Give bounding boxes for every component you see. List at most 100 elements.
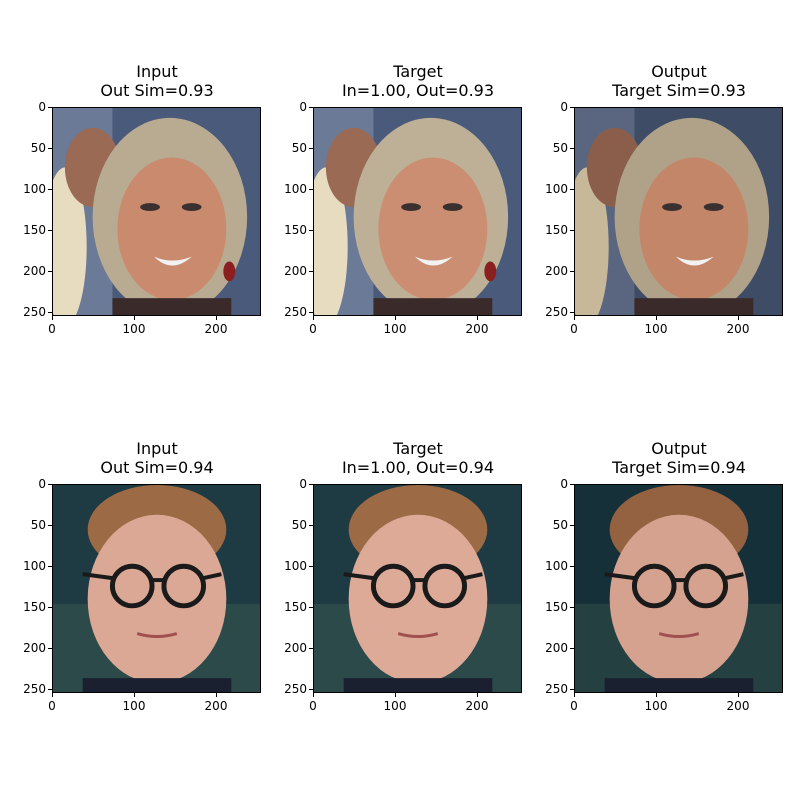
y-tick-mark [48,271,52,272]
y-tick-mark [570,607,574,608]
y-tick-mark [309,566,313,567]
y-tick-label: 50 [30,518,46,532]
y-tick-mark [48,189,52,190]
y-tick-mark [309,648,313,649]
y-tick-mark [48,148,52,149]
title-line-2: Target Sim=0.94 [612,458,746,477]
panel-title: Input Out Sim=0.93 [27,62,287,100]
y-tick-mark [570,525,574,526]
y-tick-mark [309,689,313,690]
x-tick-mark [656,316,657,320]
y-tick-mark [48,107,52,108]
title-line-2: Out Sim=0.93 [100,81,214,100]
x-tick-label: 200 [204,322,228,336]
x-tick-label: 0 [48,322,56,336]
x-tick-label: 0 [309,699,317,713]
y-tick-label: 100 [23,182,46,196]
y-tick-label: 100 [284,559,307,573]
x-tick-label: 100 [122,699,146,713]
panel-title: Target In=1.00, Out=0.93 [288,62,548,100]
y-tick-mark [570,230,574,231]
y-tick-mark [309,271,313,272]
x-tick-mark [52,693,53,697]
y-tick-label: 250 [284,305,307,319]
title-line-1: Input [136,439,178,458]
y-tick-label: 50 [552,518,568,532]
y-tick-label: 150 [23,600,46,614]
y-tick-mark [309,484,313,485]
y-tick-label: 50 [291,141,307,155]
x-tick-mark [313,693,314,697]
y-tick-label: 200 [545,641,568,655]
title-line-2: Out Sim=0.94 [100,458,214,477]
x-tick-mark [52,316,53,320]
x-tick-mark [477,316,478,320]
x-tick-mark [574,693,575,697]
y-tick-mark [570,484,574,485]
y-tick-label: 150 [545,600,568,614]
man-glasses-face-output-image [574,484,783,693]
y-tick-label: 50 [291,518,307,532]
x-tick-label: 100 [644,699,668,713]
y-tick-mark [48,689,52,690]
y-tick-label: 0 [560,477,568,491]
title-line-2: In=1.00, Out=0.93 [341,81,495,100]
y-tick-label: 0 [299,100,307,114]
y-tick-mark [48,525,52,526]
x-tick-label: 0 [570,699,578,713]
x-tick-mark [395,316,396,320]
y-tick-label: 0 [38,477,46,491]
y-tick-mark [48,484,52,485]
y-tick-mark [309,107,313,108]
y-tick-label: 100 [545,182,568,196]
x-tick-label: 200 [204,699,228,713]
x-tick-mark [656,693,657,697]
title-line-1: Output [651,62,707,81]
y-tick-mark [309,189,313,190]
x-tick-mark [134,316,135,320]
y-tick-mark [570,189,574,190]
y-tick-label: 150 [284,223,307,237]
y-tick-mark [309,312,313,313]
y-tick-mark [48,230,52,231]
woman-face-input-image [52,107,261,316]
y-tick-label: 250 [284,682,307,696]
y-tick-label: 250 [23,682,46,696]
woman-face-target-image [313,107,522,316]
y-tick-mark [48,648,52,649]
man-glasses-face-target-image [313,484,522,693]
title-line-1: Target [393,439,443,458]
x-tick-label: 200 [465,322,489,336]
x-tick-mark [216,693,217,697]
y-tick-mark [309,148,313,149]
y-tick-mark [309,525,313,526]
y-tick-mark [570,271,574,272]
x-tick-mark [134,693,135,697]
x-tick-label: 200 [726,699,750,713]
y-tick-mark [570,107,574,108]
x-tick-label: 100 [383,699,407,713]
y-tick-label: 200 [545,264,568,278]
x-tick-mark [313,316,314,320]
panel-title: Output Target Sim=0.93 [549,62,800,100]
man-glasses-face-input-image [52,484,261,693]
title-line-2: Target Sim=0.93 [612,81,746,100]
title-line-1: Target [393,62,443,81]
y-tick-label: 100 [284,182,307,196]
y-tick-label: 250 [545,305,568,319]
y-tick-mark [48,566,52,567]
y-tick-mark [570,312,574,313]
y-tick-label: 100 [545,559,568,573]
y-tick-mark [48,312,52,313]
y-tick-label: 200 [23,641,46,655]
x-tick-mark [738,693,739,697]
panel-title: Input Out Sim=0.94 [27,439,287,477]
y-tick-label: 50 [552,141,568,155]
x-tick-mark [216,316,217,320]
woman-face-output-image [574,107,783,316]
title-line-2: In=1.00, Out=0.94 [341,458,495,477]
x-tick-label: 0 [48,699,56,713]
x-tick-label: 0 [309,322,317,336]
y-tick-label: 200 [284,264,307,278]
panel-title: Target In=1.00, Out=0.94 [288,439,548,477]
